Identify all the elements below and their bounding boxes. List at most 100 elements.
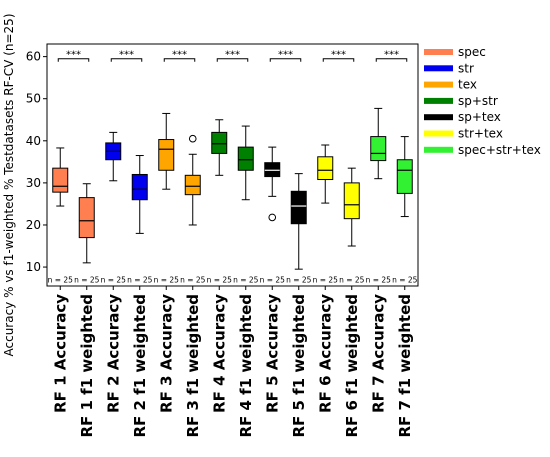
box-11 <box>317 144 334 204</box>
x-tick-label: RF 3 Accuracy <box>157 294 175 413</box>
n-label: n = 25 <box>48 276 74 285</box>
box-body <box>78 197 95 239</box>
box-body <box>158 139 175 171</box>
box-body <box>317 156 334 181</box>
y-tick-label: 40 <box>26 134 41 148</box>
x-tick-label: RF 6 Accuracy <box>316 294 334 413</box>
box-body <box>52 167 69 193</box>
n-label: n = 25 <box>392 276 418 285</box>
x-tick-label: RF 1 f1 weighted <box>78 294 96 438</box>
n-label: n = 25 <box>127 276 153 285</box>
n-label: n = 25 <box>339 276 365 285</box>
bracket-line <box>375 58 408 62</box>
y-axis: 10 20 30 40 50 60 <box>26 50 47 274</box>
significance-label: *** <box>172 50 187 61</box>
legend-swatch <box>424 97 453 104</box>
significance-bracket: *** <box>57 50 90 62</box>
y-tick-label: 20 <box>26 218 41 232</box>
x-tick-label: RF 5 f1 weighted <box>290 294 308 438</box>
x-tick-label: RF 5 Accuracy <box>263 294 281 413</box>
legend-swatch <box>424 65 453 72</box>
box-body <box>264 162 281 178</box>
x-tick-label: RF 1 Accuracy <box>51 294 69 413</box>
x-tick-label: RF 2 Accuracy <box>104 294 122 413</box>
y-tick-label: 10 <box>26 260 41 274</box>
legend-swatch <box>424 49 453 55</box>
significance-bracket: *** <box>269 50 302 62</box>
n-labels-layer: n = 25 n = 25 n = 25 n = 25 n = 25 n = 25 n = … <box>48 276 418 285</box>
box-body <box>211 131 228 154</box>
n-label: n = 25 <box>366 276 392 285</box>
significance-label: *** <box>384 50 399 61</box>
box-6 <box>184 134 201 226</box>
n-label: n = 25 <box>260 276 286 285</box>
box-12 <box>343 167 360 247</box>
legend-label: str <box>458 61 474 75</box>
box-7 <box>211 119 228 176</box>
box-13 <box>370 107 387 180</box>
box-body <box>131 173 148 201</box>
legend-swatch <box>424 114 453 121</box>
n-label: n = 25 <box>286 276 312 285</box>
significance-layer: *** *** *** *** *** *** *** <box>57 50 408 62</box>
n-label: n = 25 <box>101 276 127 285</box>
legend-label: sp+str <box>458 94 498 108</box>
n-label: n = 25 <box>233 276 259 285</box>
box-body <box>370 136 387 162</box>
significance-bracket: *** <box>216 50 249 62</box>
x-tick-label: RF 4 f1 weighted <box>237 294 255 438</box>
plot-area-frame <box>46 43 419 287</box>
box-body <box>184 174 201 196</box>
x-tick-label: RF 3 f1 weighted <box>184 294 202 438</box>
n-label: n = 25 <box>207 276 233 285</box>
box-10 <box>290 173 307 270</box>
legend-entry: sp+tex <box>424 110 501 124</box>
y-tick-label: 60 <box>26 50 41 64</box>
bracket-line <box>163 58 196 62</box>
legend-entry: spec+str+tex <box>424 143 541 157</box>
bracket-line <box>110 58 143 62</box>
n-label: n = 25 <box>74 276 100 285</box>
box-1 <box>52 147 69 207</box>
x-tick-label: RF 4 Accuracy <box>210 294 228 413</box>
significance-label: *** <box>119 50 134 61</box>
legend-entry: tex <box>424 78 477 92</box>
box-2 <box>78 183 95 264</box>
legend-label: spec+str+tex <box>458 143 541 157</box>
box-body <box>396 159 413 194</box>
legend-label: str+tex <box>458 127 503 141</box>
outlier-point <box>268 213 277 222</box>
y-tick-label: 30 <box>26 176 41 190</box>
x-tick-label: RF 2 f1 weighted <box>131 294 149 438</box>
box-8 <box>237 125 254 201</box>
significance-label: *** <box>331 50 346 61</box>
box-body <box>290 190 307 225</box>
box-3 <box>105 131 122 182</box>
legend-entry: sp+str <box>424 94 498 108</box>
box-4 <box>131 155 148 234</box>
outlier-point <box>188 134 197 143</box>
legend-swatch <box>424 130 453 137</box>
significance-bracket: *** <box>375 50 408 62</box>
y-tick-label: 50 <box>26 92 41 106</box>
legend-swatch <box>424 81 453 88</box>
y-axis-label: Accuracy % vs f1-weighted % Testdatasets… <box>2 14 16 357</box>
n-label: n = 25 <box>180 276 206 285</box>
legend-label: tex <box>458 78 477 92</box>
x-tick-label: RF 7 f1 weighted <box>396 294 414 438</box>
box-body <box>343 182 360 220</box>
legend-label: sp+tex <box>458 110 501 124</box>
box-9 <box>264 146 281 222</box>
legend-label: spec <box>458 45 486 59</box>
significance-label: *** <box>225 50 240 61</box>
legend-entry: str+tex <box>424 127 503 141</box>
legend: spec str tex sp+str sp+tex str+tex spec+str+te… <box>424 45 541 157</box>
bracket-line <box>57 58 90 62</box>
n-label: n = 25 <box>313 276 339 285</box>
box-5 <box>158 112 175 190</box>
n-label: n = 25 <box>154 276 180 285</box>
x-tick-label: RF 7 Accuracy <box>369 294 387 413</box>
box-14 <box>396 136 413 218</box>
